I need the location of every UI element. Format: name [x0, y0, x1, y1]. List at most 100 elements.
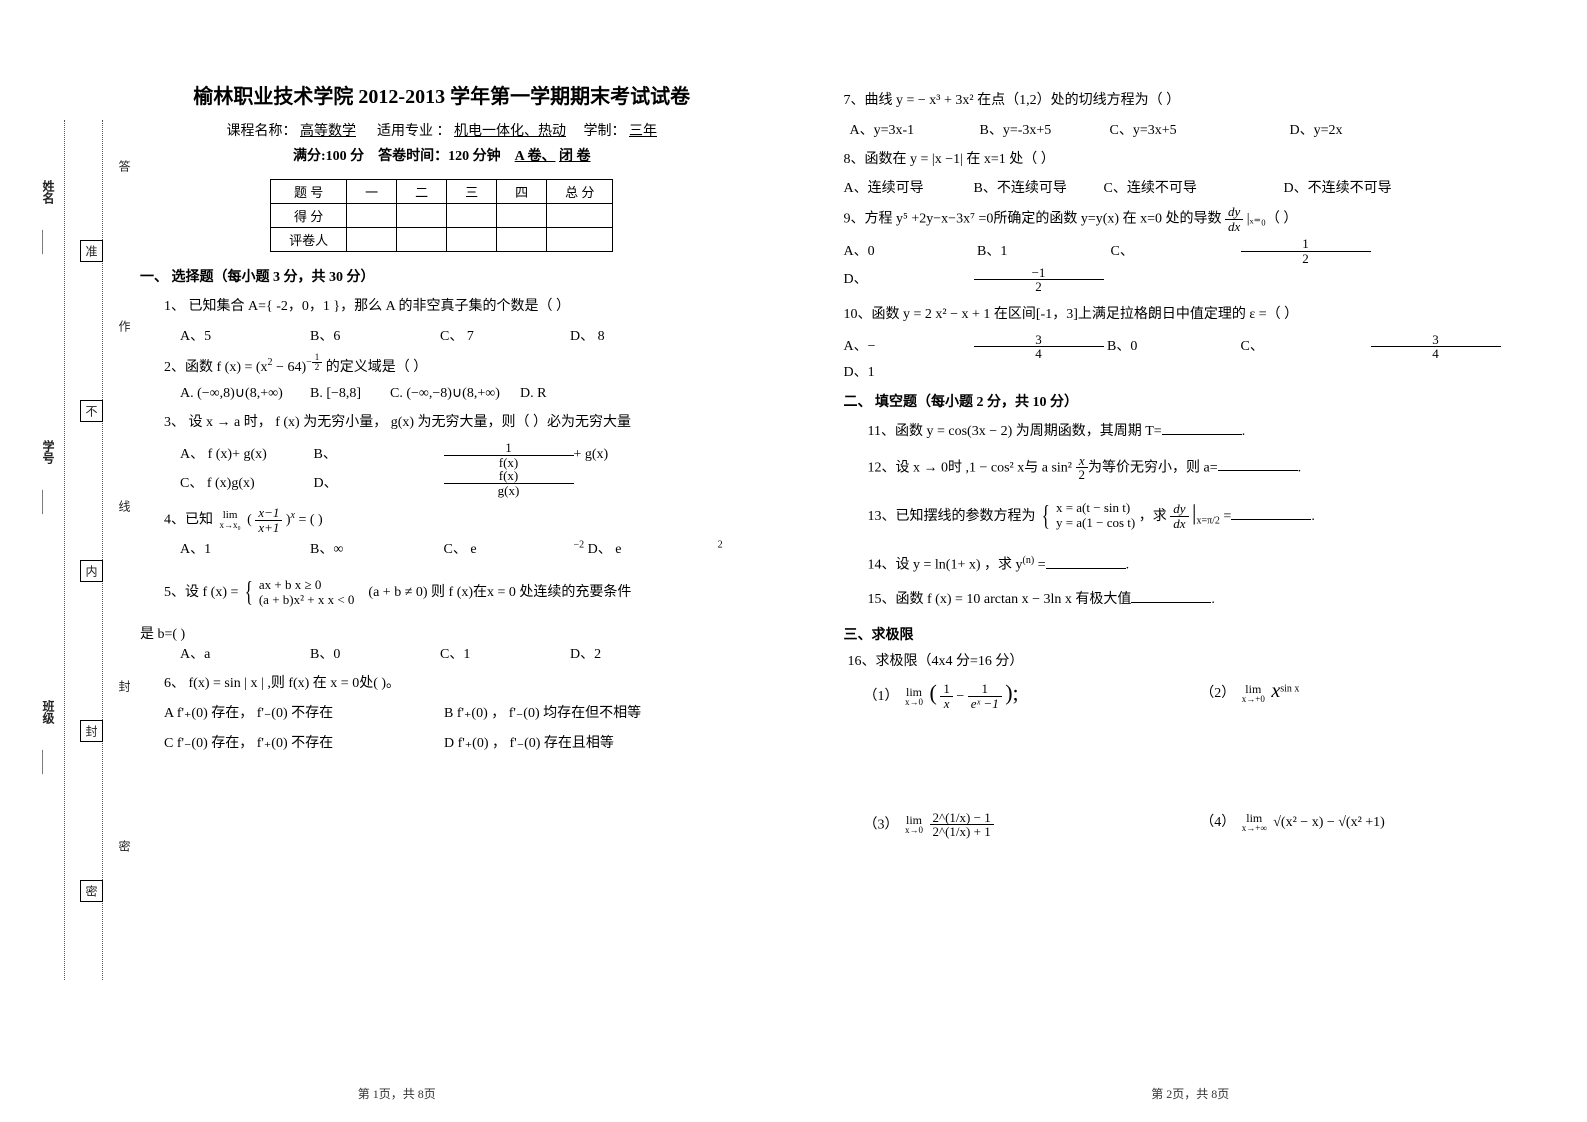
meta-line-1: 课程名称： 高等数学 适用专业 ： 机电一体化、热动 学制： 三年 — [140, 119, 744, 144]
q4: 4、已知 limx→x₀ ( x−1x+1 )x = ( ) — [164, 506, 744, 535]
major: 机电一体化、热动 — [454, 124, 566, 139]
bind-class: 班级 — [40, 700, 57, 724]
footer-left: 第 1页，共 8页 — [0, 1085, 794, 1102]
q4-opts: A、1B、∞ C、 e−2 D、 e2 — [180, 538, 744, 558]
p16-3: （3） limx→0 2^(1/x) − 12^(1/x) + 1 — [864, 811, 1201, 839]
binding-strip: 答 密 准 不 内 封 密 姓名 ____ 学号 ____ 班级 ____ 作 … — [40, 120, 130, 980]
th-5: 总 分 — [547, 180, 613, 204]
q10-opts: A、− 34 B、0 C、34 D、1 — [844, 333, 1538, 381]
q6-opts-1: A f'₊(0) 存在， f'₋(0) 不存在B f'₊(0) ， f'₋(0)… — [164, 702, 744, 722]
full-marks: 满分:100 分 — [293, 149, 364, 164]
q9: 9、方程 y⁵ +2y−x−3x⁷ =0所确定的函数 y=y(x) 在 x=0 … — [844, 205, 1538, 233]
bind-da: 答 — [116, 160, 133, 172]
q9-oc: C、12 — [1111, 237, 1371, 265]
q10-b: B、0 — [1107, 335, 1237, 355]
p16-4: （4） limx→+∞ √(x² − x) − √(x² +1) — [1200, 811, 1537, 839]
p16-1: （1） limx→0 ( 1x − 1eˣ −1 ); — [864, 680, 1201, 711]
bind-nei: 内 — [80, 560, 103, 582]
q6-opts-2: C f'₋(0) 存在， f'₊(0) 不存在D f'₊(0) ， f'₋(0)… — [164, 732, 744, 752]
section-2: 二、 填空题（每小题 2 分，共 10 分） — [844, 391, 1538, 411]
q7-b: B、y=-3x+5 — [980, 119, 1110, 139]
bind-id: 学号 — [40, 440, 57, 464]
q2-opts: A. (−∞,8)∪(8,+∞)B. [−8,8]C. (−∞,−8)∪(8,+… — [180, 385, 744, 402]
th-3: 三 — [447, 180, 497, 204]
q7-opts: A、y=3x-1B、y=-3x+5C、y=3x+5D、y=2x — [850, 119, 1538, 139]
q4-ob: B、∞ — [310, 538, 440, 558]
bind-name: 姓名 — [40, 180, 57, 204]
bind-mi1: 密 — [116, 840, 133, 852]
q11: 11、函数 y = cos(3x − 2) 为周期函数，其周期 T=. — [868, 419, 1538, 446]
q7-d: D、y=2x — [1290, 119, 1420, 139]
q5-oa: A、a — [180, 643, 310, 663]
section-3-sub: 16、求极限（4x4 分=16 分） — [848, 650, 1538, 670]
q7-c: C、y=3x+5 — [1110, 119, 1290, 139]
q6-c: C f'₋(0) 存在， f'₊(0) 不存在 — [164, 732, 444, 752]
q2-ob: B. [−8,8] — [310, 386, 390, 402]
q3: 3、 设 x → a 时， f (x) 为无穷小量， g(x) 为无穷大量，则（… — [164, 410, 744, 437]
q1-b: B、6 — [310, 325, 440, 345]
bind-bu: 不 — [80, 400, 103, 422]
th-2: 二 — [397, 180, 447, 204]
th-4: 四 — [497, 180, 547, 204]
bind-zuo: 作 — [116, 320, 133, 332]
bind-feng: 封 — [80, 720, 103, 742]
q2-c: 的定义域是（ ） — [322, 360, 427, 375]
q4-od: D、 e2 — [588, 538, 723, 558]
q5-od: D、2 — [570, 643, 700, 663]
q12: 12、设 x → 0时 ,1 − cos² x与 a sin² x2为等价无穷小… — [868, 454, 1538, 482]
q1-opts: A、5B、6C、 7D、 8 — [180, 325, 744, 345]
q5-a: 5、设 f (x) = — [164, 585, 242, 600]
q8-c: C、连续不可导 — [1104, 177, 1284, 197]
q5-tail: 是 b=( ) — [140, 623, 744, 643]
q2: 2、函数 f (x) = (x2 − 64)−12 的定义域是（ ） — [164, 353, 744, 381]
q5-r2: (a + b)x² + x x < 0 — [259, 593, 355, 608]
q1-a: A、5 — [180, 325, 310, 345]
q5-ob: B、0 — [310, 643, 440, 663]
footer-right: 第 2页，共 8页 — [794, 1085, 1587, 1102]
paper-form: 闭 卷 — [559, 149, 591, 164]
q8-a: A、连续可导 — [844, 177, 974, 197]
q10-d: D、1 — [844, 361, 974, 381]
meta-line-2: 满分:100 分 答卷时间：120 分钟 A 卷、 闭 卷 — [140, 144, 744, 169]
q10-c: C、34 — [1241, 333, 1501, 361]
q2-oc: C. (−∞,−8)∪(8,+∞) — [390, 385, 520, 402]
q8-opts: A、连续可导B、不连续可导C、连续不可导D、不连续不可导 — [844, 177, 1538, 197]
section-3: 三、求极限 — [844, 624, 1538, 644]
q8-b: B、不连续可导 — [974, 177, 1104, 197]
exam-time: 答卷时间：120 分钟 — [378, 149, 501, 164]
q9-ob: B、1 — [977, 240, 1107, 260]
q5-r1: ax + b x ≥ 0 — [259, 578, 355, 593]
q3-c: C、 f (x)g(x) — [180, 472, 310, 492]
q9-oa: A、0 — [844, 240, 974, 260]
q4-oa: A、1 — [180, 538, 310, 558]
q9-opts: A、0 B、1 C、12 D、−12 — [844, 237, 1538, 294]
bind-xian1: 线 — [116, 500, 133, 512]
q6-d: D f'₊(0) ， f'₋(0) 存在且相等 — [444, 732, 644, 752]
system-label: 学制： — [584, 124, 626, 139]
q1-d: D、 8 — [570, 325, 700, 345]
q2-oa: A. (−∞,8)∪(8,+∞) — [180, 385, 310, 402]
q5: 5、设 f (x) = { ax + b x ≥ 0(a + b)x² + x … — [164, 566, 744, 619]
q3-d: D、f(x)g(x) — [314, 469, 574, 497]
section-1: 一、 选择题（每小题 3 分，共 30 分） — [140, 266, 744, 286]
q2-b: − 64) — [273, 360, 307, 375]
bind-feng2: 封 — [116, 680, 133, 692]
q5-oc: C、1 — [440, 643, 570, 663]
q8-d: D、不连续不可导 — [1284, 177, 1414, 197]
system: 三年 — [629, 124, 657, 139]
th-1: 一 — [347, 180, 397, 204]
q1-c: C、 7 — [440, 325, 570, 345]
course-label: 课程名称： — [227, 124, 297, 139]
q14: 14、设 y = ln(1+ x) ，求 y(n) =. — [868, 551, 1538, 579]
q3-a: A、 f (x)+ g(x) — [180, 443, 310, 463]
q8: 8、函数在 y = |x −1| 在 x=1 处（ ） — [844, 147, 1538, 174]
course: 高等数学 — [300, 124, 356, 139]
q3-b: B、 1f(x)+ g(x) — [314, 441, 704, 469]
q2-a: 2、函数 f (x) = (x — [164, 360, 268, 375]
q9-od: D、−12 — [844, 266, 1104, 294]
q1: 1、 已知集合 A={ -2，0，1 }，那么 A 的非空真子集的个数是（ ） — [164, 294, 744, 321]
q10-a: A、− 34 — [844, 333, 1104, 361]
q5-b: (a + b ≠ 0) 则 f (x)在x = 0 处连续的充要条件 — [368, 585, 631, 600]
q3-opts: A、 f (x)+ g(x) B、 1f(x)+ g(x) C、 f (x)g(… — [180, 441, 744, 498]
q4-a: 4、已知 — [164, 512, 217, 527]
